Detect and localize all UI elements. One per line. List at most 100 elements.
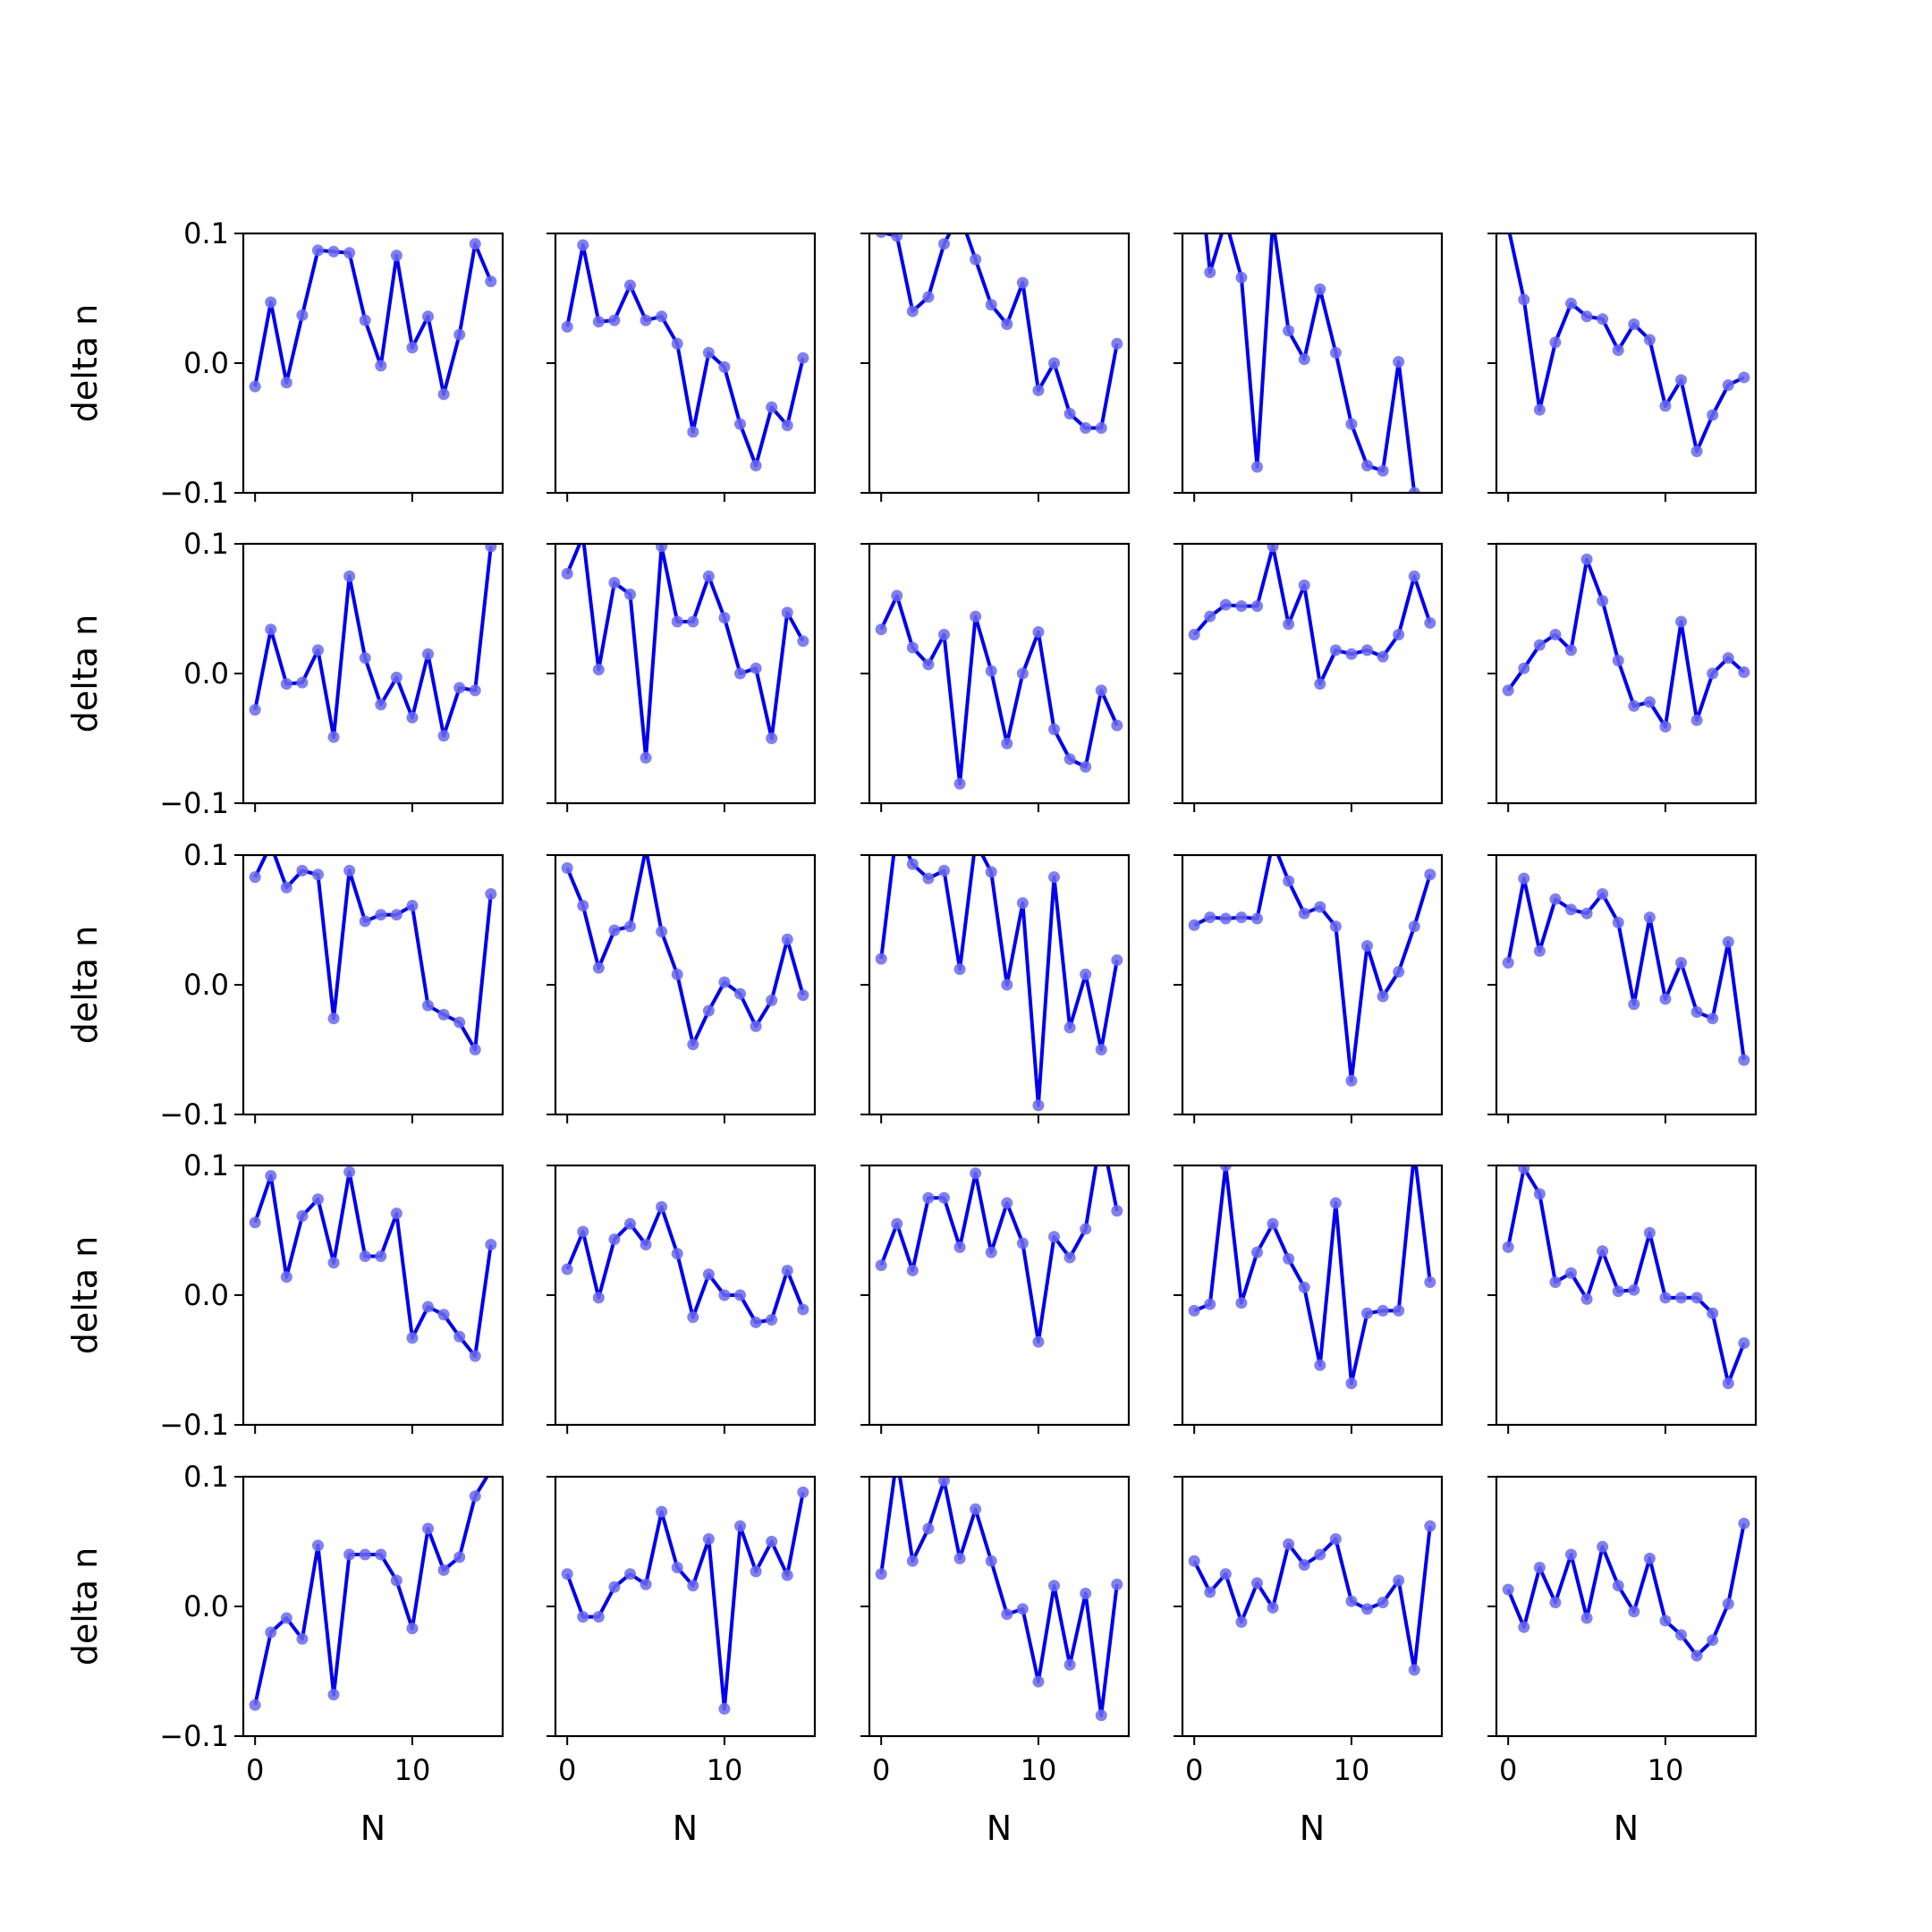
data-point [1707, 1013, 1719, 1025]
data-point [1032, 384, 1045, 396]
data-point [1503, 221, 1514, 233]
data-point [623, 279, 636, 292]
data-point [1345, 1377, 1358, 1390]
data-point [485, 544, 497, 553]
data-point [375, 909, 387, 921]
subplot-r5-c4: 0 10 N [1174, 1475, 1444, 1848]
data-point [1032, 626, 1045, 639]
data-point [922, 1522, 935, 1535]
data-point [1690, 1005, 1703, 1018]
data-point [640, 314, 652, 326]
data-point [1250, 1577, 1263, 1589]
data-point [937, 238, 950, 250]
series-line [1506, 877, 1746, 1061]
data-point [937, 1477, 950, 1487]
data-point [1235, 600, 1248, 613]
plot-area [561, 1486, 809, 1716]
data-point [592, 316, 605, 328]
data-point [375, 699, 387, 711]
plot-area [561, 544, 809, 764]
data-point [1204, 610, 1216, 623]
series-line [565, 1205, 805, 1325]
data-point [1016, 897, 1029, 910]
y-tick-label: 0.1 [183, 1460, 229, 1494]
x-tick-label: 0 [246, 1753, 264, 1787]
plot-area [249, 544, 497, 743]
data-point [1345, 1074, 1358, 1087]
plot-area [1503, 221, 1750, 458]
data-point [1219, 1568, 1232, 1580]
data-point [1016, 1237, 1029, 1250]
data-point [781, 419, 793, 432]
data-point [1032, 1675, 1045, 1688]
data-point [1204, 267, 1216, 278]
data-point [577, 239, 589, 251]
data-point [1283, 1252, 1295, 1265]
data-point [1549, 893, 1562, 905]
data-point [1675, 374, 1688, 386]
data-point [1204, 1298, 1216, 1310]
data-point [640, 1238, 652, 1250]
data-point [1063, 1021, 1076, 1034]
data-point [1580, 310, 1593, 323]
data-point [1722, 652, 1734, 665]
data-point [687, 1311, 699, 1324]
data-point [766, 1314, 778, 1326]
subplot-r1-c4 [1174, 232, 1444, 502]
data-point [875, 233, 887, 239]
plot-area [561, 1200, 809, 1328]
data-point [1001, 1608, 1013, 1621]
data-point [718, 360, 731, 373]
subplot-r5-c1: −0.1 0.0 0.1 0 10 delta n N [65, 1460, 504, 1848]
data-point [718, 1703, 731, 1716]
plot-area [875, 1165, 1123, 1348]
data-point [1659, 1614, 1672, 1627]
series-line [253, 1170, 493, 1359]
data-point [249, 380, 261, 393]
y-tick-label: 0.1 [183, 838, 229, 872]
data-point [875, 1259, 887, 1272]
data-point [1063, 408, 1076, 420]
data-point [1095, 684, 1107, 697]
data-point [453, 328, 466, 341]
axes-frame [1495, 853, 1758, 1116]
subplot-r3-c5 [1487, 853, 1758, 1123]
data-point [906, 1264, 919, 1276]
data-point [592, 1292, 605, 1304]
data-point [265, 839, 276, 851]
data-point [1675, 615, 1688, 628]
data-point [311, 644, 324, 657]
data-point [1533, 403, 1546, 416]
data-point [750, 1565, 762, 1578]
data-point [311, 1539, 324, 1552]
data-point [1597, 313, 1609, 326]
data-point [1219, 912, 1232, 925]
data-point [1675, 1629, 1688, 1641]
data-point [1095, 422, 1107, 434]
data-point [671, 968, 683, 980]
data-point [1204, 1586, 1216, 1598]
data-point [671, 1562, 683, 1573]
data-point [359, 1548, 371, 1561]
data-point [265, 1170, 277, 1182]
data-point [1250, 461, 1263, 473]
data-point [453, 1551, 466, 1563]
x-tick-label: 10 [1334, 1753, 1370, 1787]
data-point [734, 667, 747, 680]
data-point [1080, 422, 1092, 434]
data-point [1612, 916, 1624, 928]
axes-frame [868, 232, 1131, 495]
data-point [1188, 1304, 1200, 1317]
series-line [1193, 1165, 1432, 1385]
plot-area [1188, 1520, 1436, 1676]
data-point [970, 253, 982, 266]
data-point [1597, 1540, 1609, 1553]
data-point [1738, 666, 1750, 679]
data-point [296, 309, 309, 321]
axes-frame [1495, 1164, 1758, 1427]
subplot-r4-c5 [1487, 1164, 1758, 1434]
data-point [1738, 1337, 1750, 1350]
data-point [1048, 1231, 1061, 1243]
data-point [1314, 1548, 1326, 1561]
data-point [453, 1016, 466, 1029]
